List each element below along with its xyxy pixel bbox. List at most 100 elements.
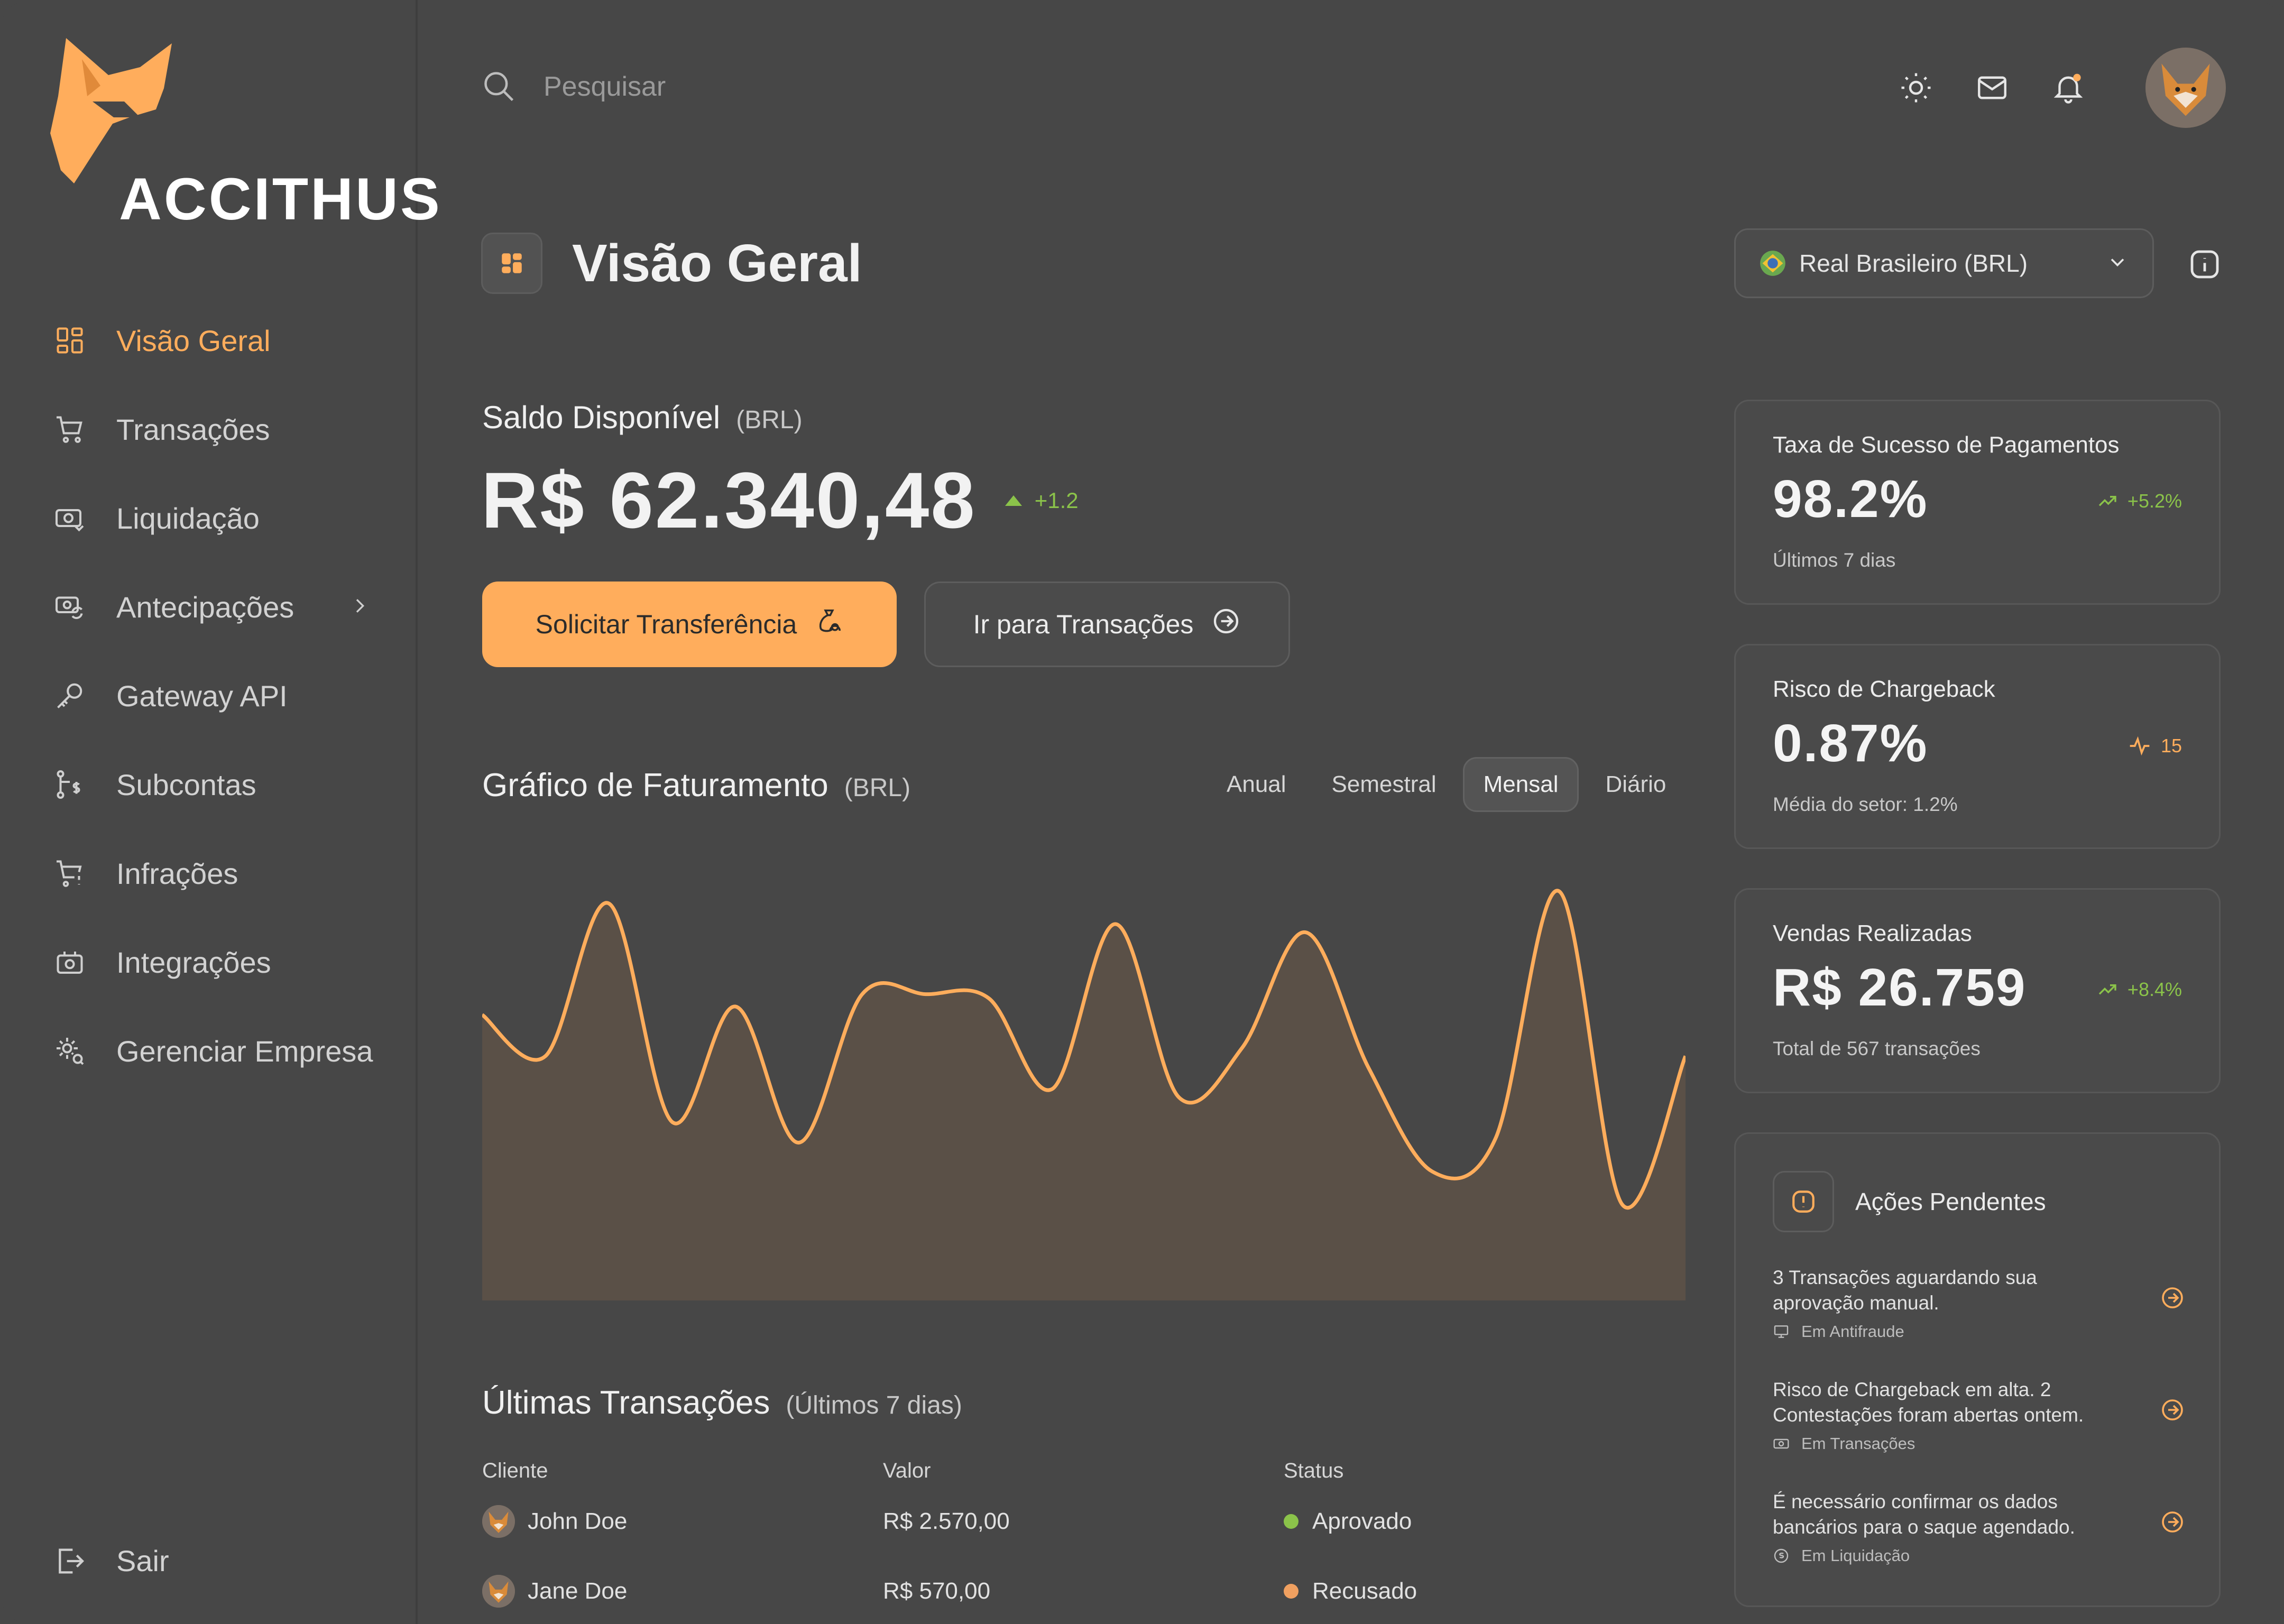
dashboard-icon [502, 253, 522, 273]
search-input[interactable]: Pesquisar [481, 69, 666, 105]
stat-card-chargeback-risk: Risco de Chargeback 0.87% 15 Média do se… [1734, 644, 2221, 849]
balance-unit: (BRL) [736, 406, 803, 434]
chart-series-line [482, 889, 1686, 1210]
cash-refresh-icon [53, 590, 87, 624]
client-name: Jane Doe [528, 1578, 628, 1604]
arrow-circle-right-icon[interactable] [2160, 1397, 2185, 1425]
sidebar-item-subcontas[interactable]: Subcontas [53, 740, 381, 829]
stat-delta: +5.2% [2097, 490, 2182, 512]
transactions-title: Últimas Transações [482, 1385, 770, 1421]
sidebar-item-liquidacao[interactable]: Liquidação [53, 474, 381, 562]
table-row[interactable]: John Doe R$ 2.570,00 Aprovado [482, 1487, 1682, 1556]
revenue-chart [482, 889, 1686, 1300]
currency-select[interactable]: Real Brasileiro (BRL) [1734, 228, 2154, 298]
tab-semestral[interactable]: Semestral [1331, 771, 1436, 797]
sidebar-item-infracoes[interactable]: Infrações [53, 829, 381, 918]
currency-label: Real Brasileiro (BRL) [1799, 250, 2028, 277]
sidebar-item-antecipacoes[interactable]: Antecipações [53, 562, 381, 651]
request-transfer-label: Solicitar Transferência [535, 610, 797, 639]
chevron-down-icon [2106, 251, 2129, 276]
client-name: John Doe [528, 1508, 628, 1534]
balance-title: Saldo Disponível [482, 400, 721, 435]
column-value: Valor [883, 1459, 931, 1482]
avatar[interactable] [2145, 48, 2226, 128]
pending-item[interactable]: É necessário confirmar os dados bancário… [1773, 1489, 2185, 1565]
bell-icon[interactable] [2049, 69, 2087, 107]
sidebar-item-gateway-api[interactable]: Gateway API [53, 651, 381, 740]
key-icon [53, 679, 87, 713]
balance-value: R$ 62.340,48 [481, 456, 977, 545]
pending-item[interactable]: Risco de Chargeback em alta. 2 Contestaç… [1773, 1377, 2185, 1453]
status-cell: Aprovado [1284, 1508, 1412, 1535]
chevron-right-icon[interactable] [349, 595, 370, 619]
table-row[interactable]: Jane Doe R$ 570,00 Recusado [482, 1556, 1682, 1624]
brand-logo[interactable]: ACCITHUS [50, 38, 440, 232]
sidebar-item-label: Visão Geral [116, 324, 271, 357]
stat-delta-value: +5.2% [2127, 490, 2182, 512]
balance-delta-value: +1.2 [1034, 487, 1079, 513]
fox-logo-icon [50, 38, 172, 183]
tab-mensal[interactable]: Mensal [1462, 757, 1579, 812]
stat-card-sales: Vendas Realizadas R$ 26.759 +8.4% Total … [1734, 888, 2221, 1093]
status-cell: Recusado [1284, 1578, 1417, 1604]
topbar: Pesquisar [481, 48, 2226, 128]
status-dot [1284, 1514, 1298, 1529]
money-bag-icon [815, 607, 843, 642]
transactions-header: Últimas Transações (Últimos 7 dias) [482, 1384, 962, 1422]
arrow-circle-right-icon[interactable] [2160, 1509, 2185, 1537]
revenue-chart-title: Gráfico de Faturamento [482, 767, 828, 804]
sidebar-item-transacoes[interactable]: Transações [53, 385, 381, 474]
arrow-up-icon [1005, 495, 1022, 506]
value-cell: R$ 570,00 [883, 1578, 991, 1604]
sidebar-item-label: Subcontas [116, 768, 256, 801]
stat-subtitle: Últimos 7 dias [1773, 549, 1896, 571]
request-transfer-button[interactable]: Solicitar Transferência [482, 582, 897, 667]
pending-item-source-label: Em Liquidação [1801, 1546, 1910, 1565]
balance-delta: +1.2 [1005, 488, 1079, 513]
mail-icon[interactable] [1973, 69, 2011, 107]
sun-icon[interactable] [1897, 69, 1935, 107]
arrow-circle-right-icon[interactable] [2160, 1285, 2185, 1313]
pending-item-text: É necessário confirmar os dados bancário… [1773, 1491, 2075, 1538]
stat-delta-value: 15 [2160, 735, 2182, 756]
column-status: Status [1284, 1459, 1344, 1482]
pending-item[interactable]: 3 Transações aguardando sua aprovação ma… [1773, 1265, 2185, 1341]
sidebar-item-integracoes[interactable]: Integrações [53, 918, 381, 1007]
pending-actions-title: Ações Pendentes [1855, 1188, 2046, 1215]
fox-avatar-icon [2145, 48, 2226, 128]
sidebar-item-gerenciar-empresa[interactable]: Gerenciar Empresa [53, 1007, 381, 1095]
sidebar-item-visao-geral[interactable]: Visão Geral [53, 296, 381, 385]
logout-button[interactable]: Sair [53, 1544, 169, 1578]
status-label: Aprovado [1312, 1508, 1412, 1534]
sidebar-item-label: Integrações [116, 945, 271, 979]
transactions-subtitle: (Últimos 7 dias) [786, 1391, 962, 1419]
pending-actions-card: Ações Pendentes 3 Transações aguardando … [1734, 1132, 2221, 1607]
logout-icon [53, 1544, 87, 1578]
tab-anual[interactable]: Anual [1227, 771, 1286, 797]
pending-actions-header: Ações Pendentes [1773, 1171, 2046, 1232]
stat-value: 98.2% [1773, 469, 1928, 529]
status-dot [1284, 1584, 1298, 1599]
balance-label: Saldo Disponível (BRL) [482, 399, 803, 436]
stat-subtitle: Total de 567 transações [1773, 1038, 1981, 1059]
tab-diario[interactable]: Diário [1605, 771, 1666, 797]
topbar-actions [1859, 48, 2226, 128]
transactions-table: Cliente Valor Status John Doe R$ 2.570,0… [482, 1455, 1682, 1624]
gear-search-icon [53, 1034, 87, 1068]
trend-up-icon [2098, 496, 2116, 506]
stat-title: Vendas Realizadas [1773, 920, 1972, 946]
sidebar-item-label: Liquidação [116, 501, 260, 535]
brazil-flag-icon [1760, 251, 1785, 276]
grid-icon [53, 324, 87, 357]
coin-icon [1774, 1548, 1789, 1563]
client-cell: John Doe [482, 1505, 883, 1538]
status-label: Recusado [1312, 1578, 1417, 1604]
period-tabs: Anual Semestral Mensal Diário [1200, 757, 1685, 812]
pending-item-text: 3 Transações aguardando sua aprovação ma… [1773, 1267, 2037, 1314]
stat-delta-value: +8.4% [2127, 979, 2182, 1000]
sidebar: ACCITHUS Visão Geral Transações Liquidaç… [0, 0, 440, 1624]
pending-item-source: Em Transações [1773, 1434, 2185, 1453]
avatar [482, 1575, 515, 1608]
go-to-transactions-button[interactable]: Ir para Transações [924, 582, 1290, 667]
info-icon[interactable] [2188, 247, 2222, 284]
